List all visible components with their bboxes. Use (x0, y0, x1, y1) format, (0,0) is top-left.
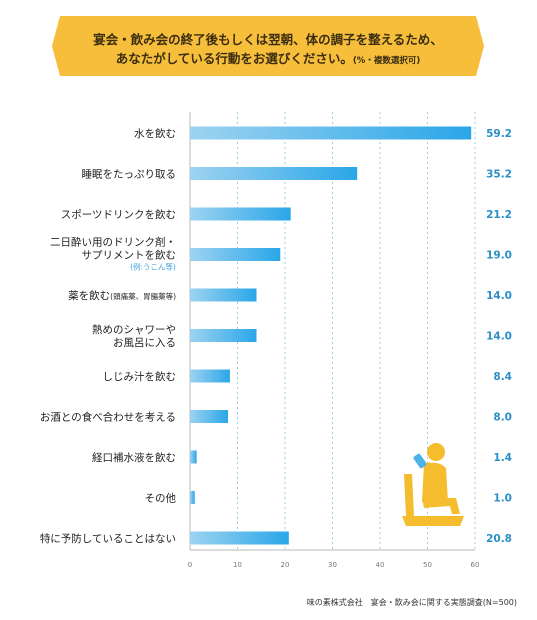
x-tick-label: 40 (376, 561, 385, 569)
bar (190, 167, 358, 180)
chair-seat (402, 516, 464, 526)
x-tick-label: 10 (233, 561, 242, 569)
figure-legs (422, 498, 460, 514)
bar (190, 450, 197, 464)
category-note: (例:うこん等) (130, 262, 176, 272)
bar (190, 369, 230, 383)
x-tick-label: 50 (423, 561, 432, 569)
category-label: 経口補水液を飲む (92, 451, 176, 464)
x-tick-label: 0 (188, 561, 192, 569)
x-tick-label: 60 (471, 561, 480, 569)
value-label: 21.2 (486, 209, 512, 221)
category-labels: 水を飲む睡眠をたっぷり取るスポーツドリンクを飲む二日酔い用のドリンク剤・サプリメ… (40, 127, 177, 545)
bar (190, 288, 257, 302)
value-label: 19.0 (486, 250, 512, 262)
value-label: 59.2 (486, 128, 512, 140)
category-label: 睡眠をたっぷり取る (82, 168, 177, 181)
x-axis-ticks: 0 10 20 30 40 50 60 (188, 561, 480, 569)
value-label: 1.4 (493, 452, 512, 464)
category-label: その他 (145, 492, 177, 505)
drink-bottle (413, 453, 427, 469)
bar (190, 410, 228, 423)
value-label: 20.8 (486, 533, 512, 545)
x-tick-label: 30 (328, 561, 337, 569)
value-labels: 59.2 35.2 21.2 19.0 14.0 14.0 8.4 8.0 1.4 1.0 20.8 (486, 128, 512, 545)
person-drinking-in-chair-icon (402, 443, 464, 526)
value-label: 14.0 (486, 331, 512, 343)
banner-shape (52, 16, 484, 76)
value-label: 1.0 (493, 493, 512, 505)
chart-title-note: (%・複数選択可) (352, 56, 421, 66)
category-sub-label: (頭痛薬、胃腸薬等) (110, 291, 176, 301)
bar (190, 126, 472, 140)
banner-background (52, 16, 484, 76)
value-label: 35.2 (486, 169, 512, 181)
source-note: 味の素株式会社 宴会・飲み会に関する実態調査(N=500) (306, 598, 517, 607)
category-label: お風呂に入る (113, 337, 176, 349)
category-label: 薬を飲む(頭痛薬、胃腸薬等) (68, 289, 176, 302)
category-label: 熱めのシャワーや (92, 323, 176, 336)
bar (190, 491, 195, 504)
category-label: 特に予防していることはない (40, 532, 176, 545)
chart-title-line-1: 宴会・飲み会の終了後もしくは翌朝、体の調子を整えるため、 (93, 32, 443, 47)
value-label: 8.4 (493, 371, 512, 383)
category-label: 二日酔い用のドリンク剤・ (50, 236, 176, 249)
bar (190, 329, 257, 342)
x-tick-label: 20 (281, 561, 290, 569)
value-label: 8.0 (493, 412, 512, 424)
chart-title-line-2-text: あなたがしている行動をお選びください。 (115, 51, 353, 66)
category-label: スポーツドリンクを飲む (61, 208, 176, 221)
bars (190, 126, 472, 545)
category-label: サプリメントを飲む (82, 249, 177, 262)
bar (190, 248, 281, 261)
bar (190, 531, 289, 545)
figure-torso (422, 462, 448, 502)
category-label: しじみ汁を飲む (103, 370, 177, 383)
figure-arm (424, 462, 440, 476)
chair-back (404, 474, 414, 516)
category-label: 水を飲む (134, 127, 176, 140)
title-banner: 宴会・飲み会の終了後もしくは翌朝、体の調子を整えるため、 あなたがしている行動を… (52, 16, 484, 76)
value-label: 14.0 (486, 290, 512, 302)
bar (190, 207, 291, 221)
chart-title-line-2: あなたがしている行動をお選びください。(%・複数選択可) (52, 48, 484, 67)
figure-head (427, 443, 445, 461)
category-label: お酒との食べ合わせを考える (40, 411, 176, 424)
